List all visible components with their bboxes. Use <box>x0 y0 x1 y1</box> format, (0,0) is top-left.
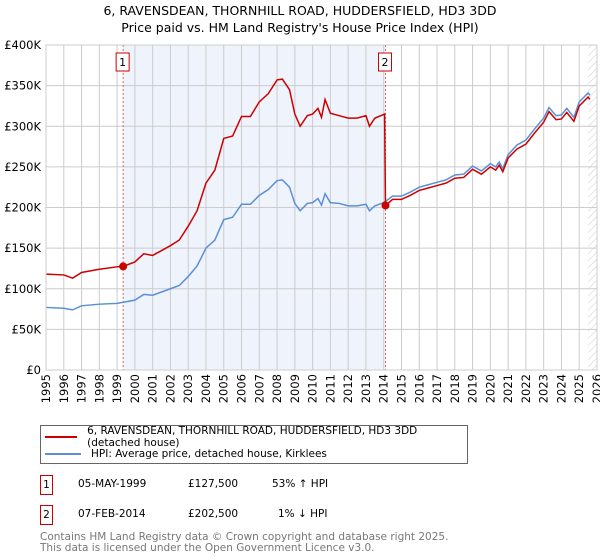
x-tick-label: 2009 <box>288 374 302 403</box>
legend-label: 6, RAVENSDEAN, THORNHILL ROAD, HUDDERSFI… <box>87 425 418 449</box>
x-tick-label: 2008 <box>270 374 284 403</box>
x-tick-label: 2017 <box>430 374 444 403</box>
chart-subtitle: Price paid vs. HM Land Registry's House … <box>121 20 479 35</box>
x-tick-label: 2011 <box>323 374 337 403</box>
sale-point <box>119 262 128 271</box>
x-tick-label: 2002 <box>163 374 177 403</box>
y-tick-label: £350K <box>4 79 41 93</box>
x-tick-label: 2024 <box>554 374 568 403</box>
transaction-row: 2 07-FEB-2014 £202,500 1% ↓ HPI <box>40 505 440 525</box>
chart-title: 6, RAVENSDEAN, THORNHILL ROAD, HUDDERSFI… <box>103 3 497 18</box>
footer-license: This data is licensed under the Open Gov… <box>40 542 375 554</box>
x-tick-label: 1996 <box>57 374 71 403</box>
legend-swatch-blue <box>45 453 81 455</box>
x-tick-label: 2007 <box>252 374 266 403</box>
legend-item-hpi: HPI: Average price, detached house, Kirk… <box>45 447 327 461</box>
x-tick-label: 2020 <box>483 374 497 403</box>
sale-point <box>381 201 390 210</box>
x-tick-label: 2016 <box>412 374 426 403</box>
transaction-hpi-diff: 53% ↑ HPI <box>272 478 329 490</box>
sale-label: 2 <box>381 56 388 69</box>
x-tick-label: 1995 <box>39 374 53 403</box>
y-tick-label: £150K <box>4 241 41 255</box>
transaction-badge: 2 <box>40 505 53 525</box>
x-tick-label: 2018 <box>448 374 462 403</box>
transaction-price: £202,500 <box>188 508 239 520</box>
footer: Contains HM Land Registry data © Crown c… <box>40 532 448 554</box>
x-tick-label: 2003 <box>181 374 195 403</box>
x-tick-label: 2014 <box>377 374 391 403</box>
transaction-badge: 1 <box>40 475 53 495</box>
y-tick-label: £100K <box>4 282 41 296</box>
x-tick-label: 2010 <box>306 374 320 403</box>
y-tick-label: £200K <box>4 201 41 215</box>
x-tick-label: 2012 <box>341 374 355 403</box>
y-tick-label: £0 <box>26 363 41 377</box>
legend-item-property: 6, RAVENSDEAN, THORNHILL ROAD, HUDDERSFI… <box>45 425 467 449</box>
x-tick-label: 2025 <box>572 374 586 403</box>
x-tick-label: 2022 <box>519 374 533 403</box>
x-tick-label: 2005 <box>217 374 231 403</box>
footer-copyright: Contains HM Land Registry data © Crown c… <box>40 531 449 543</box>
legend: 6, RAVENSDEAN, THORNHILL ROAD, HUDDERSFI… <box>40 425 468 464</box>
sale-label: 1 <box>119 56 126 69</box>
x-tick-label: 2004 <box>199 374 213 403</box>
plot-border <box>45 44 598 371</box>
x-tick-label: 2013 <box>359 374 373 403</box>
y-tick-label: £250K <box>4 160 41 174</box>
x-tick-label: 2015 <box>394 374 408 403</box>
x-tick-label: 2023 <box>537 374 551 403</box>
x-tick-label: 1997 <box>75 374 89 403</box>
transaction-price: £127,500 <box>188 478 239 490</box>
sale-label-box <box>115 52 130 72</box>
x-tick-label: 2006 <box>235 374 249 403</box>
transaction-date: 05-MAY-1999 <box>78 478 147 490</box>
x-tick-label: 2000 <box>128 374 142 403</box>
x-tick-label: 2026 <box>590 374 600 403</box>
y-tick-label: £50K <box>12 322 42 336</box>
transaction-row: 1 05-MAY-1999 £127,500 53% ↑ HPI <box>40 475 440 495</box>
x-tick-label: 1999 <box>110 374 124 403</box>
x-tick-label: 2001 <box>146 374 160 403</box>
transaction-date: 07-FEB-2014 <box>78 508 146 520</box>
price-chart: 1995 1996 1997 1998 1999 2000 2001 2002 2003 2004… <box>4 38 600 403</box>
x-tick-label: 2021 <box>501 374 515 403</box>
sale-label-box <box>377 52 392 72</box>
y-tick-label: £400K <box>4 38 41 52</box>
legend-label: HPI: Average price, detached house, Kirk… <box>91 448 327 460</box>
transaction-hpi-diff: 1% ↓ HPI <box>278 508 328 520</box>
y-tick-label: £300K <box>4 119 41 133</box>
hpi-line <box>45 91 591 311</box>
property-price-line <box>45 78 591 280</box>
x-tick-label: 2019 <box>466 374 480 403</box>
legend-swatch-red <box>45 436 78 438</box>
x-tick-label: 1998 <box>92 374 106 403</box>
